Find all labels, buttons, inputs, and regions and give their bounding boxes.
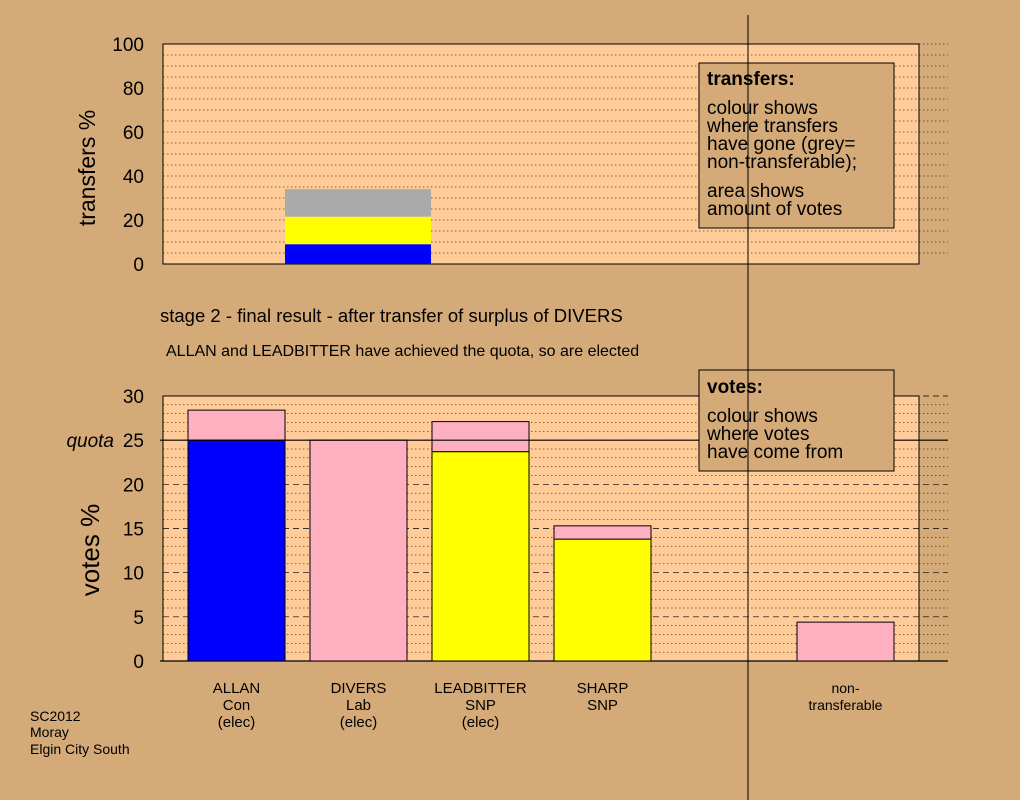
transfers-legend-line-5: area shows xyxy=(707,181,804,202)
top-tick-label: 40 xyxy=(123,167,144,188)
bottom-tick-label: 0 xyxy=(133,652,144,673)
votes-legend: votes: colour shows where votes have com… xyxy=(698,369,895,472)
vote-bar-segment xyxy=(553,525,652,540)
category-label: Lab xyxy=(346,697,371,714)
category-label: SHARP xyxy=(577,680,629,697)
transfer-segment-non-transferable xyxy=(285,189,431,217)
vote-bar-segment xyxy=(431,421,530,453)
category-label: non- xyxy=(831,680,859,696)
bottom-ylabel: votes % xyxy=(75,504,105,597)
footer-election: SC2012 xyxy=(30,708,81,724)
votes-legend-line-1: colour shows xyxy=(707,406,818,427)
top-tick-label: 80 xyxy=(123,79,144,100)
transfers-legend: transfers: colour shows where transfers … xyxy=(698,62,895,229)
top-ylabel: transfers % xyxy=(74,110,100,226)
bottom-tick-label: 25 xyxy=(123,431,144,452)
category-label: (elec) xyxy=(462,714,500,731)
transfers-legend-line-4: non-transferable); xyxy=(707,152,857,173)
quota-label: quota xyxy=(66,431,114,452)
transfers-legend-line-2: where transfers xyxy=(706,116,838,137)
category-label: LEADBITTER xyxy=(434,680,527,697)
footer-ward: Elgin City South xyxy=(30,741,130,757)
stage-title: stage 2 - final result - after transfer … xyxy=(160,305,623,326)
vote-bar-segment xyxy=(431,451,530,662)
transfers-legend-title: transfers: xyxy=(707,69,795,90)
top-tick-label: 100 xyxy=(112,35,144,56)
bottom-tick-label: 15 xyxy=(123,520,144,541)
votes-legend-title: votes: xyxy=(707,377,763,398)
vote-bar-segment xyxy=(796,621,895,662)
category-label: (elec) xyxy=(218,714,256,731)
category-label: transferable xyxy=(809,697,883,713)
top-tick-label: 20 xyxy=(123,211,144,232)
vote-bar-segment xyxy=(187,439,286,662)
votes-legend-line-3: have come from xyxy=(707,442,843,463)
transfer-segment-con xyxy=(285,244,431,264)
vote-bar-segment xyxy=(553,538,652,662)
transfers-legend-line-1: colour shows xyxy=(707,98,818,119)
transfers-legend-line-3: have gone (grey= xyxy=(707,134,855,155)
top-tick-label: 60 xyxy=(123,123,144,144)
category-label: DIVERS xyxy=(331,680,387,697)
vote-bar-segment xyxy=(309,439,408,662)
footer-council: Moray xyxy=(30,724,69,740)
bottom-tick-label: 5 xyxy=(133,608,144,629)
category-label: (elec) xyxy=(340,714,378,731)
bottom-tick-label: 10 xyxy=(123,564,144,585)
bottom-tick-label: 20 xyxy=(123,475,144,496)
transfers-legend-line-6: amount of votes xyxy=(707,199,842,220)
votes-legend-line-2: where votes xyxy=(706,424,809,445)
vote-bar-segment xyxy=(187,409,286,441)
category-label: SNP xyxy=(465,697,496,714)
transfer-segment-snp xyxy=(285,216,431,245)
category-label: SNP xyxy=(587,697,618,714)
elected-note: ALLAN and LEADBITTER have achieved the q… xyxy=(166,343,639,360)
category-label: Con xyxy=(223,697,251,714)
bottom-tick-label: 30 xyxy=(123,387,144,408)
top-tick-label: 0 xyxy=(133,255,144,276)
category-label: ALLAN xyxy=(213,680,261,697)
